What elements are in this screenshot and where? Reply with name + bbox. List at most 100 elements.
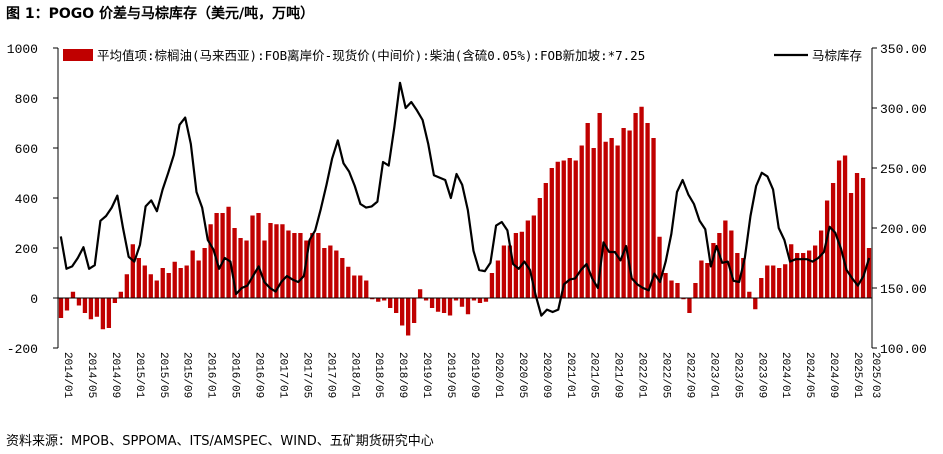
- bar-83: [555, 161, 560, 298]
- x-tick-label-3: 2015/01: [133, 352, 145, 399]
- x-tick-label-1: 2014/05: [85, 352, 97, 398]
- bar-104: [681, 298, 686, 300]
- bar-58: [405, 298, 411, 336]
- bar-25: [208, 224, 213, 298]
- x-tick-label-0: 2014/01: [61, 352, 73, 399]
- x-tick-label-18: 2020/01: [492, 352, 504, 399]
- bar-91: [603, 141, 608, 298]
- bar-15: [148, 274, 153, 298]
- bar-38: [286, 230, 291, 298]
- bar-64: [441, 298, 447, 313]
- x-tick-label-23: 2021/09: [612, 352, 624, 398]
- bar-16: [154, 280, 159, 298]
- bar-118: [765, 265, 770, 298]
- bar-series: [58, 106, 872, 336]
- bar-132: [848, 193, 854, 298]
- bar-100: [657, 236, 662, 298]
- x-tick-label-30: 2024/01: [779, 352, 791, 399]
- bar-120: [777, 268, 782, 298]
- bar-99: [651, 138, 656, 298]
- bar-60: [417, 289, 423, 298]
- x-tick-label-6: 2016/01: [205, 352, 217, 399]
- bar-106: [693, 283, 698, 298]
- legend-line-label: 马棕库存: [812, 48, 862, 63]
- bar-85: [567, 158, 572, 298]
- bar-61: [423, 298, 429, 301]
- bar-9: [112, 298, 118, 303]
- bar-30: [238, 238, 243, 298]
- bar-116: [753, 298, 758, 310]
- bar-11: [124, 274, 129, 298]
- bar-44: [322, 248, 327, 298]
- x-tick-label-17: 2019/09: [468, 352, 480, 398]
- bar-31: [244, 240, 249, 298]
- bar-80: [537, 198, 542, 298]
- bar-55: [388, 298, 393, 308]
- x-tick-label-26: 2022/09: [683, 352, 695, 398]
- bar-70: [477, 298, 483, 303]
- bar-51: [364, 280, 369, 298]
- bar-37: [280, 224, 285, 298]
- bar-115: [747, 291, 752, 298]
- left-tick-label-5: 800: [15, 92, 38, 107]
- x-tick-label-9: 2017/01: [276, 352, 288, 399]
- x-tick-label-7: 2016/05: [229, 352, 241, 398]
- x-tick-label-19: 2020/05: [516, 352, 528, 398]
- right-tick-label-2: 200.00: [880, 222, 927, 237]
- bar-75: [507, 245, 513, 298]
- bar-131: [842, 155, 848, 298]
- bar-34: [262, 240, 267, 298]
- bar-133: [854, 173, 860, 298]
- right-tick-label-3: 250.00: [880, 162, 927, 177]
- bar-72: [489, 273, 495, 298]
- bar-93: [615, 145, 620, 298]
- x-tick-label-27: 2023/01: [707, 352, 719, 399]
- bar-135: [866, 248, 872, 298]
- bar-103: [675, 283, 680, 298]
- bar-124: [801, 253, 806, 298]
- bar-92: [609, 138, 614, 298]
- bar-126: [812, 245, 818, 298]
- bar-13: [136, 258, 141, 298]
- bar-5: [88, 298, 94, 320]
- bar-98: [645, 123, 650, 298]
- bar-82: [549, 168, 554, 298]
- bar-123: [795, 253, 800, 298]
- bar-109: [711, 243, 716, 298]
- bar-90: [597, 113, 602, 298]
- bar-24: [202, 248, 207, 298]
- x-tick-label-13: 2018/05: [372, 352, 384, 398]
- bar-108: [705, 263, 710, 298]
- bar-65: [447, 298, 453, 316]
- bar-125: [807, 250, 812, 298]
- bar-22: [190, 250, 195, 298]
- bar-66: [453, 298, 459, 301]
- x-tick-label-28: 2023/05: [731, 352, 743, 398]
- bar-1: [64, 298, 70, 311]
- bar-52: [370, 298, 375, 300]
- bar-81: [543, 183, 548, 298]
- bar-71: [483, 298, 489, 302]
- x-tick-label-32: 2024/09: [827, 352, 839, 398]
- bar-0: [58, 298, 64, 318]
- bar-26: [214, 213, 219, 298]
- bar-32: [250, 215, 255, 298]
- bar-36: [274, 224, 279, 298]
- bar-87: [579, 145, 584, 298]
- bar-68: [465, 298, 471, 315]
- bar-110: [717, 233, 722, 298]
- bar-4: [82, 298, 88, 313]
- bar-12: [130, 244, 135, 298]
- bar-3: [76, 298, 82, 306]
- bar-121: [783, 264, 788, 298]
- left-tick-label-0: -200: [7, 342, 38, 357]
- bar-47: [340, 258, 345, 298]
- bar-39: [292, 233, 297, 298]
- bar-117: [759, 278, 764, 298]
- bar-59: [411, 298, 417, 323]
- bar-63: [435, 298, 441, 312]
- x-tick-label-22: 2021/05: [588, 352, 600, 398]
- bar-23: [196, 260, 201, 298]
- bar-56: [394, 298, 399, 313]
- bar-74: [501, 245, 507, 298]
